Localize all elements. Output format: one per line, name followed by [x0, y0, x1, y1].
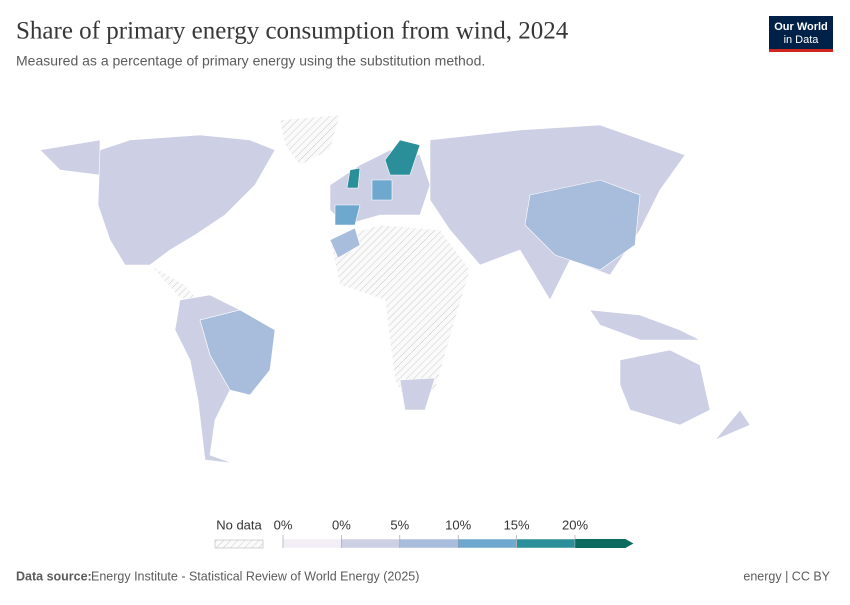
greenland	[279, 114, 341, 166]
germany	[371, 179, 393, 201]
uk	[346, 167, 361, 189]
south-africa	[399, 377, 436, 411]
logo: Our World in Data	[769, 16, 833, 52]
legend-bin	[457, 538, 517, 549]
legend-tick-label: 5%	[390, 517, 409, 532]
legend-bin	[516, 538, 576, 549]
legend-tick-label: 0%	[274, 517, 293, 532]
morocco	[329, 227, 361, 259]
iberia	[334, 204, 361, 226]
legend-bin	[575, 539, 634, 548]
legend-bin	[399, 538, 459, 549]
southeast-asia	[589, 309, 701, 341]
logo-text: Our World	[774, 21, 828, 33]
australia	[619, 349, 711, 426]
legend: No data 0% 0% 5% 10% 15% 20%	[214, 517, 634, 549]
source: Energy Institute - Statistical Review of…	[91, 569, 419, 583]
china	[524, 179, 641, 271]
legend-bin	[282, 538, 342, 549]
title: Share of primary energy consumption from…	[16, 18, 569, 45]
logo-text: in Data	[784, 34, 820, 46]
subtitle: Measured as a percentage of primary ener…	[16, 53, 485, 69]
new-zealand	[714, 409, 751, 441]
license: energy | CC BY	[743, 569, 830, 583]
no-data-swatch	[214, 539, 264, 549]
legend-bin	[341, 538, 401, 549]
alaska	[39, 139, 101, 176]
legend-tick-label: 10%	[445, 517, 471, 532]
legend-tick-label: 20%	[562, 517, 588, 532]
source-label: Data source:	[16, 569, 92, 583]
logo-stripe	[769, 49, 833, 52]
scandinavia	[384, 139, 421, 176]
no-data-label: No data	[216, 517, 262, 532]
africa	[329, 224, 471, 411]
logo-box	[769, 16, 833, 51]
central-america	[149, 264, 199, 301]
legend-tick-label: 15%	[504, 517, 530, 532]
north-america	[97, 134, 276, 266]
legend-tick-label: 0%	[332, 517, 351, 532]
map	[39, 114, 751, 464]
brazil	[199, 309, 276, 396]
